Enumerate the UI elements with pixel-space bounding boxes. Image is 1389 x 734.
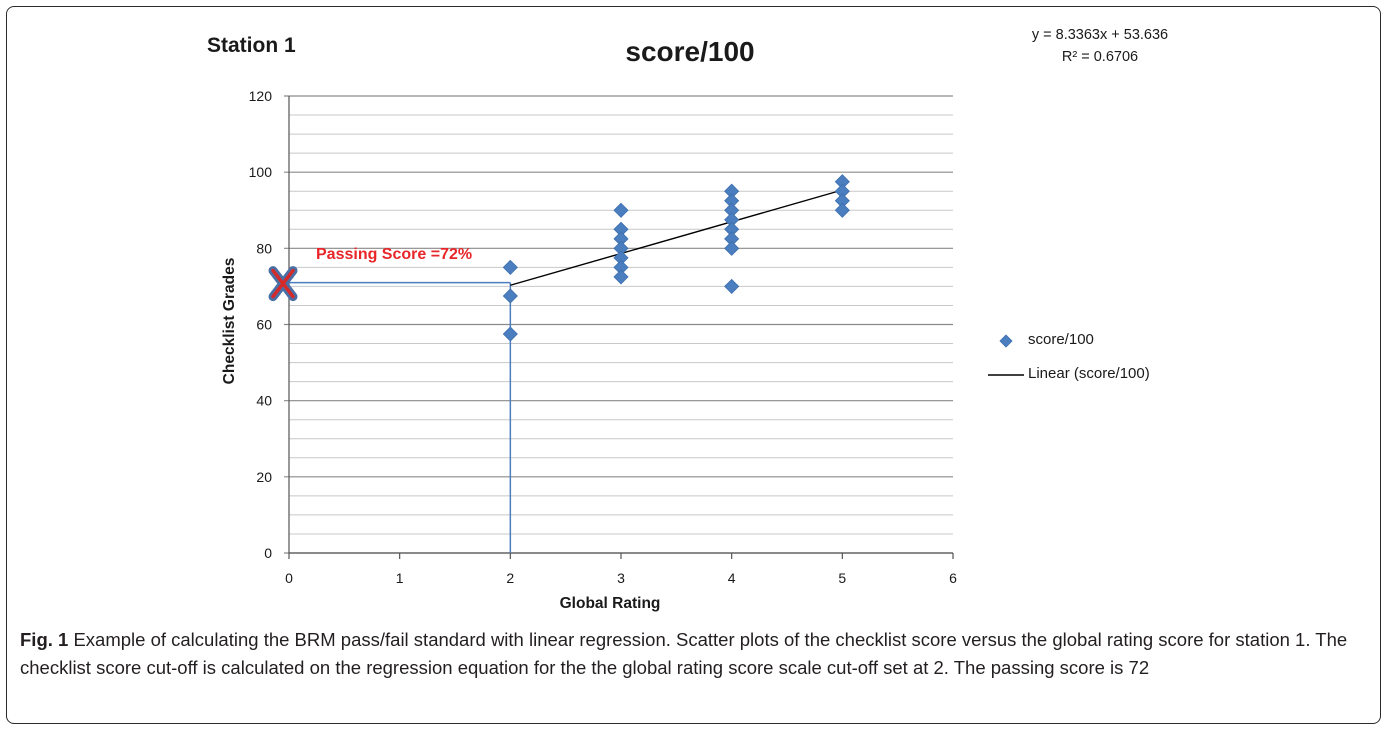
trendline	[510, 189, 843, 286]
r-squared-text: R² = 0.6706	[1061, 49, 1139, 65]
caption-label: Fig. 1	[20, 629, 69, 650]
x-axis-label: Global Rating	[559, 595, 661, 612]
figure-caption: Fig. 1 Example of calculating the BRM pa…	[20, 626, 1365, 682]
cutoff-marker	[271, 268, 295, 299]
chart-title: score/100	[625, 36, 755, 67]
y-tick-label: 40	[256, 393, 272, 409]
y-tick-label: 20	[256, 469, 272, 485]
scatter-point	[724, 278, 740, 294]
y-tick-label: 120	[249, 88, 273, 104]
passing-score-annotation: Passing Score =72%	[316, 246, 473, 263]
figure-frame	[6, 6, 1381, 724]
y-tick-label: 0	[264, 545, 272, 561]
x-tick-label: 3	[617, 570, 625, 586]
x-tick-label: 4	[728, 570, 736, 586]
scatter-point	[834, 202, 850, 218]
x-tick-label: 0	[285, 570, 293, 586]
legend-label-scatter: score/100	[1028, 331, 1094, 348]
scatter-point	[613, 269, 629, 285]
y-tick-label: 100	[249, 164, 273, 180]
y-tick-label: 60	[256, 317, 272, 333]
legend-symbol-scatter	[999, 334, 1013, 348]
scatter-point	[613, 202, 629, 218]
y-axis-label: Checklist Grades	[221, 257, 238, 385]
y-tick-label: 80	[256, 240, 272, 256]
scatter-point	[502, 288, 518, 304]
station-label: Station 1	[207, 34, 296, 57]
x-tick-label: 2	[506, 570, 514, 586]
legend-label-trendline: Linear (score/100)	[1028, 365, 1150, 382]
regression-equation: y = 8.3363x + 53.636 R² = 0.6706	[1000, 24, 1200, 68]
equation-text: y = 8.3363x + 53.636	[1031, 27, 1169, 43]
scatter-point	[502, 326, 518, 342]
scatter-point	[502, 259, 518, 275]
caption-text: Example of calculating the BRM pass/fail…	[20, 629, 1348, 678]
scatter-point	[724, 240, 740, 256]
x-tick-label: 1	[396, 570, 404, 586]
x-tick-label: 6	[949, 570, 957, 586]
x-tick-label: 5	[838, 570, 846, 586]
